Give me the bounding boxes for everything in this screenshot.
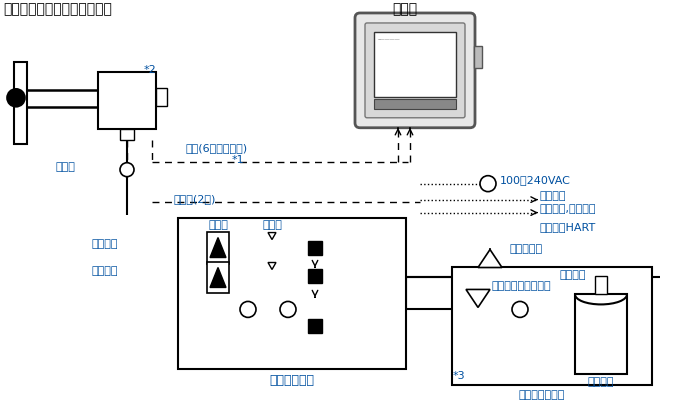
Text: 变换器: 变换器: [392, 2, 417, 16]
Text: *2: *2: [144, 65, 157, 75]
Bar: [14, 62, 27, 144]
Polygon shape: [268, 233, 276, 239]
Text: 流量计: 流量计: [208, 220, 228, 230]
Polygon shape: [210, 268, 226, 287]
Bar: [178, 218, 406, 369]
Text: 校正气体单元箱: 校正气体单元箱: [518, 390, 565, 400]
Text: 分离式氧化锆氧分析仪检测器: 分离式氧化锆氧分析仪检测器: [3, 2, 112, 16]
Text: 针形阀: 针形阀: [262, 220, 282, 230]
Text: 信号(6芯屏蔽电缆): 信号(6芯屏蔽电缆): [185, 143, 247, 153]
Text: *3: *3: [453, 371, 466, 381]
Text: 触点输入: 触点输入: [540, 191, 566, 201]
Text: 气体调节阀: 气体调节阀: [510, 243, 543, 253]
Text: 参比气体: 参比气体: [92, 239, 118, 249]
FancyBboxPatch shape: [365, 23, 465, 118]
Bar: [308, 320, 322, 333]
Text: *1: *1: [232, 155, 245, 165]
Bar: [575, 295, 627, 374]
Text: 止回阀: 止回阀: [55, 162, 75, 172]
Circle shape: [7, 89, 25, 107]
Circle shape: [280, 301, 296, 318]
Text: 自动校正单元: 自动校正单元: [269, 374, 315, 387]
Bar: [207, 232, 229, 264]
Bar: [452, 268, 652, 385]
Text: ─────────: ─────────: [377, 38, 399, 42]
Text: 100～240VAC: 100～240VAC: [500, 174, 571, 185]
Circle shape: [512, 301, 528, 318]
Text: 数字输出HART: 数字输出HART: [540, 222, 596, 232]
Circle shape: [120, 163, 134, 177]
Polygon shape: [268, 262, 276, 270]
Text: 零点气瓶: 零点气瓶: [588, 377, 614, 387]
Bar: [595, 276, 607, 295]
Bar: [207, 262, 229, 293]
Text: 校正气体压力调节器: 校正气体压力调节器: [492, 281, 551, 291]
Bar: [374, 32, 456, 97]
Bar: [474, 46, 482, 68]
Polygon shape: [466, 289, 490, 307]
Polygon shape: [478, 249, 502, 268]
Bar: [156, 88, 167, 106]
Bar: [308, 241, 322, 255]
Text: 校正气体: 校正气体: [92, 266, 118, 276]
Text: 仪表气体: 仪表气体: [560, 270, 586, 280]
Bar: [308, 270, 322, 283]
Bar: [120, 129, 134, 140]
Polygon shape: [210, 237, 226, 258]
Bar: [374, 99, 456, 109]
Circle shape: [480, 176, 496, 192]
Text: 模拟输出,触点输出: 模拟输出,触点输出: [540, 204, 596, 214]
Circle shape: [240, 301, 256, 318]
Bar: [98, 72, 156, 129]
FancyBboxPatch shape: [355, 13, 475, 128]
Text: 加热器(2芯): 加热器(2芯): [173, 193, 215, 204]
